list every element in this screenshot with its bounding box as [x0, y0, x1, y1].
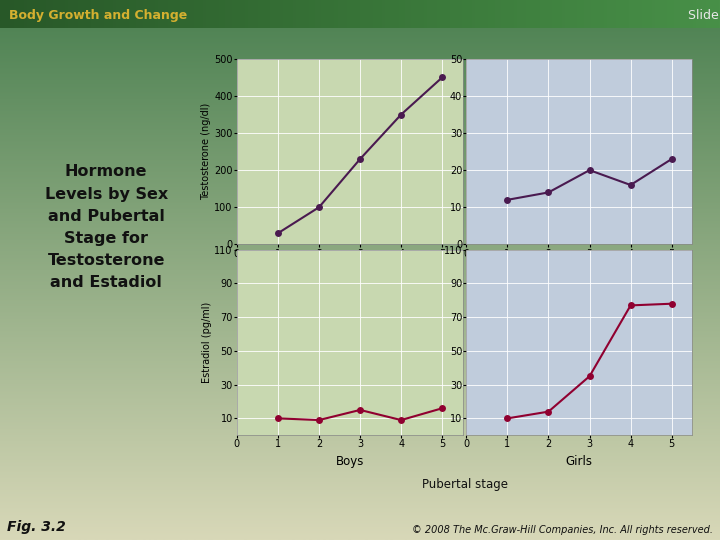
Text: Hormone
Levels by Sex
and Pubertal
Stage for
Testosterone
and Estadiol: Hormone Levels by Sex and Pubertal Stage… — [45, 165, 168, 291]
Text: Body Growth and Change: Body Growth and Change — [9, 9, 187, 22]
Y-axis label: Testosterone (ng/dl): Testosterone (ng/dl) — [202, 103, 212, 200]
Text: © 2008 The Mc.Graw-Hill Companies, Inc. All rights reserved.: © 2008 The Mc.Graw-Hill Companies, Inc. … — [412, 525, 713, 535]
Text: Fig. 3.2: Fig. 3.2 — [7, 519, 66, 534]
X-axis label: Boys: Boys — [336, 455, 364, 468]
Text: Pubertal stage: Pubertal stage — [421, 478, 508, 491]
X-axis label: Girls: Girls — [566, 455, 593, 468]
Y-axis label: Estradiol (pg/ml): Estradiol (pg/ml) — [202, 302, 212, 383]
Text: Slide 9: Slide 9 — [688, 9, 720, 22]
